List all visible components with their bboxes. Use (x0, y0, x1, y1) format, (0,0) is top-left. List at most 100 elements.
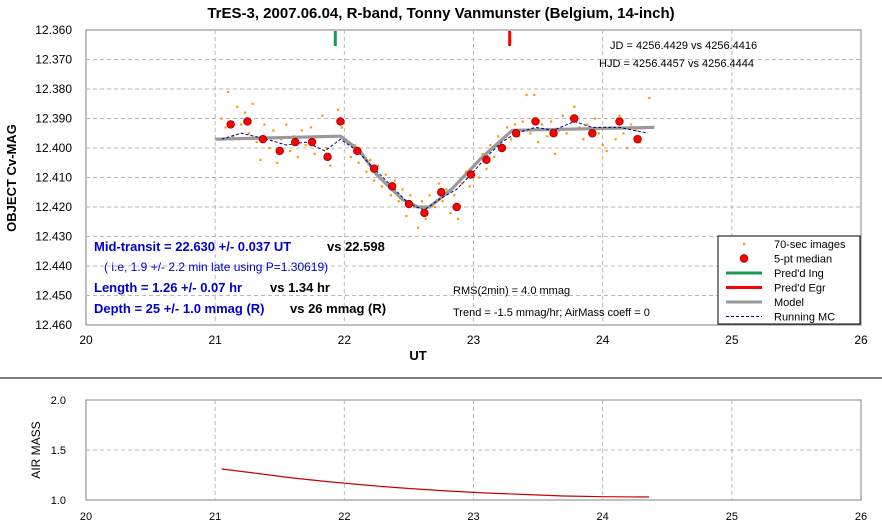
raw-point (369, 158, 372, 161)
raw-point (349, 155, 352, 159)
raw-point (409, 194, 412, 197)
y-tick-label: 12.460 (35, 318, 72, 332)
raw-point (393, 179, 396, 182)
median-point (243, 117, 252, 126)
jd-annotation: JD = 4256.4429 vs 4256.4416 (610, 40, 757, 52)
legend-item: Pred'd Ing (726, 268, 824, 280)
median-point (307, 137, 317, 147)
raw-point (243, 111, 247, 114)
raw-point (389, 194, 393, 197)
median-point (404, 199, 414, 209)
raw-point (300, 129, 303, 132)
raw-point (227, 90, 230, 94)
median-points-series (226, 114, 642, 218)
raw-point (251, 102, 254, 105)
legend-item: Running MC (726, 312, 835, 324)
raw-point (416, 226, 420, 229)
median-point (466, 170, 476, 179)
raw-point (529, 132, 532, 135)
raw-point (468, 185, 471, 188)
raw-point (313, 152, 316, 156)
raw-point (635, 129, 638, 132)
late-note-annotation: ( i.e, 1.9 +/- 2.2 min late using P=1.30… (104, 260, 328, 274)
median-point (570, 114, 579, 123)
raw-point (336, 108, 340, 111)
raw-point (329, 164, 332, 167)
raw-point (485, 167, 488, 170)
raw-point (276, 161, 279, 164)
y-tick-label: 12.370 (35, 53, 72, 67)
median-point (336, 117, 345, 126)
raw-point (304, 144, 307, 147)
raw-point (586, 123, 589, 126)
raw-point (373, 179, 376, 182)
median-point (420, 208, 429, 218)
legend-label: Pred'd Egr (774, 283, 826, 295)
legend-label: Pred'd Ing (774, 268, 824, 280)
light-curve-y-ticks: 12.360 12.370 12.380 12.390 12.400 12.410 12.4… (35, 23, 72, 332)
raw-point (397, 200, 400, 203)
raw-point (437, 182, 440, 185)
raw-point (550, 120, 553, 123)
raw-point (401, 188, 404, 191)
raw-point (325, 147, 328, 150)
length-annotation: Length = 1.26 +/- 0.07 hr (94, 280, 242, 295)
median-point (291, 137, 300, 147)
raw-point (424, 217, 427, 220)
raw-point (413, 206, 416, 209)
raw-point (521, 120, 524, 123)
median-point (323, 152, 332, 162)
raw-point (232, 135, 235, 138)
mid-transit-annotation: Mid-transit = 22.630 +/- 0.037 UT (94, 239, 291, 254)
y-tick-label: 12.410 (35, 171, 72, 185)
y-tick-label: 12.380 (35, 82, 72, 96)
y-tick-label: 12.440 (35, 259, 72, 273)
raw-point (384, 173, 387, 176)
median-point (531, 117, 540, 126)
airmass-x-tick-label: 23 (467, 511, 479, 523)
airmass-x-tick-label: 26 (855, 511, 867, 523)
airmass-y-ticks: 1.0 1.5 2.0 (51, 395, 66, 507)
raw-point (405, 214, 408, 218)
y-tick-label: 12.360 (35, 23, 72, 37)
x-tick-label: 22 (338, 333, 352, 347)
raw-point (453, 194, 456, 197)
raw-point (309, 126, 312, 129)
airmass-x-tick-label: 20 (80, 511, 92, 523)
predicted-contact-markers (333, 31, 512, 46)
rms-annotation: RMS(2min) = 4.0 mmag (453, 285, 570, 297)
x-axis-label: UT (409, 348, 426, 363)
airmass-x-tick-label: 21 (209, 511, 221, 523)
raw-point (259, 158, 262, 161)
median-point (482, 155, 491, 164)
x-tick-label: 21 (208, 333, 222, 347)
raw-point (340, 126, 343, 129)
airmass-grid (86, 400, 861, 500)
raw-point (280, 138, 283, 141)
raw-point (289, 149, 292, 153)
median-point (258, 134, 268, 144)
airmass-x-ticks: 20 21 22 23 24 25 26 (80, 511, 867, 523)
raw-point (582, 138, 585, 141)
x-tick-label: 20 (79, 333, 93, 347)
raw-point (593, 117, 597, 120)
raw-point (614, 138, 617, 141)
raw-point (597, 132, 600, 135)
raw-point (263, 123, 266, 126)
raw-point (420, 200, 424, 203)
y-tick-label: 12.430 (35, 230, 72, 244)
raw-point (449, 211, 452, 215)
legend-box (717, 235, 861, 325)
x-tick-label: 23 (467, 333, 481, 347)
raw-point (441, 200, 444, 203)
raw-point (220, 117, 223, 120)
chart-title: TrES-3, 2007.06.04, R-band, Tonny Vanmun… (207, 5, 674, 22)
mid-transit-predicted: vs 22.598 (327, 239, 385, 254)
legend-swatch-raw (743, 243, 746, 246)
raw-point (622, 132, 625, 135)
raw-point (506, 126, 509, 129)
raw-point (428, 194, 431, 197)
raw-point (533, 93, 536, 97)
median-point (497, 143, 507, 153)
